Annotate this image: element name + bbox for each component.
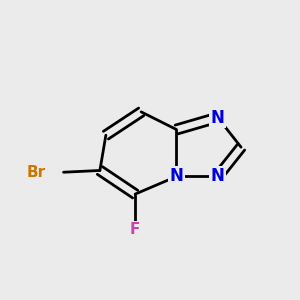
Text: N: N (211, 109, 225, 127)
Text: N: N (211, 167, 225, 185)
Text: N: N (169, 167, 183, 185)
Text: Br: Br (27, 165, 46, 180)
Text: F: F (130, 222, 140, 237)
